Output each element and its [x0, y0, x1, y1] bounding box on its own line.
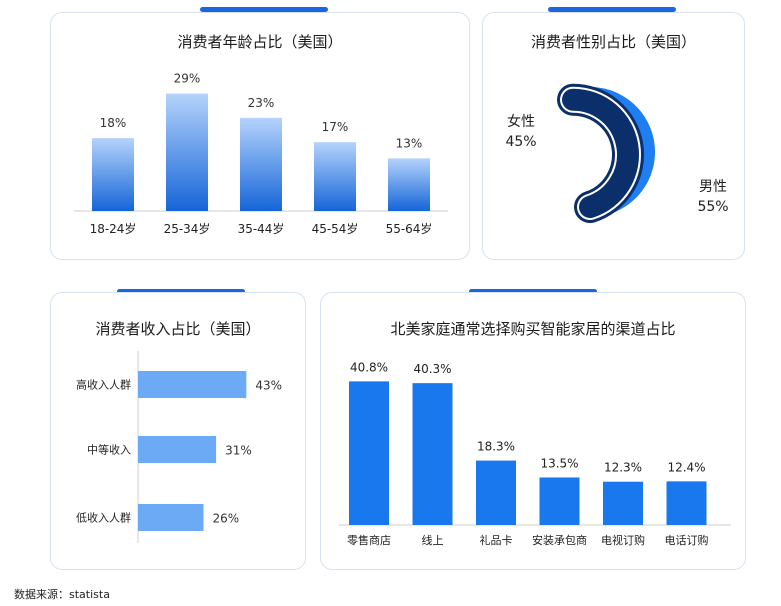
age-category-label: 18-24岁: [90, 221, 137, 236]
channel-data-label: 40.8%: [350, 360, 388, 374]
income-data-label: 26%: [213, 512, 240, 526]
age-category-label: 55-64岁: [386, 221, 433, 236]
gender-chart-card: 消费者性别占比（美国） 女性 45% 男性 55%: [482, 12, 745, 260]
age-bar: [314, 142, 356, 211]
channel-category-label: 电话订购: [665, 533, 709, 547]
age-category-label: 35-44岁: [238, 221, 285, 236]
channel-bar: [349, 381, 389, 525]
gender-chart: 女性 45% 男性 55%: [505, 83, 729, 223]
age-bar: [388, 158, 430, 211]
income-bar: [138, 436, 217, 463]
gender-value-male: 55%: [697, 199, 728, 215]
channel-data-label: 13.5%: [540, 456, 578, 470]
channel-bar: [603, 481, 643, 525]
age-data-label: 13%: [396, 136, 423, 150]
channel-data-label: 12.4%: [667, 460, 705, 474]
income-category-label: 高收入人群: [76, 378, 131, 392]
card-tab-income: [117, 289, 245, 294]
age-data-label: 23%: [248, 96, 275, 110]
channel-category-label: 电视订购: [601, 533, 645, 547]
age-chart-card: 消费者年龄占比（美国） 18% 18-24岁 29% 25-34岁 23% 35-44岁 1…: [50, 12, 470, 260]
channel-bar: [412, 383, 453, 525]
age-data-label: 18%: [100, 116, 127, 130]
gender-value-female: 45%: [505, 134, 536, 150]
gender-label-female: 女性: [507, 113, 535, 130]
channel-category-label: 线上: [422, 533, 444, 547]
age-chart-title: 消费者年龄占比（美国）: [177, 33, 343, 51]
channel-category-label: 安装承包商: [532, 533, 587, 547]
age-bar: [166, 93, 208, 211]
channel-category-label: 礼品卡: [480, 533, 513, 547]
income-data-label: 31%: [225, 444, 252, 458]
card-tab-channel: [469, 289, 597, 294]
gender-slice-female: [562, 88, 639, 218]
income-category-label: 低收入人群: [76, 511, 131, 525]
income-bar: [138, 504, 204, 531]
channel-bar: [476, 460, 516, 525]
income-bar: [138, 371, 247, 398]
channel-data-label: 40.3%: [413, 362, 451, 376]
gender-chart-title: 消费者性别占比（美国）: [530, 33, 696, 51]
gender-label-male: 男性: [699, 179, 727, 195]
channel-chart-title: 北美家庭通常选择购买智能家居的渠道占比: [390, 320, 676, 338]
age-bar: [240, 117, 282, 211]
income-chart: 高收入人群 43% 中等收入 31% 低收入人群 26%: [76, 351, 282, 543]
income-chart-card: 消费者收入占比（美国） 高收入人群 43% 中等收入 31% 低收入人群 26%: [50, 292, 306, 570]
age-data-label: 29%: [174, 72, 201, 86]
channel-category-label: 零售商店: [347, 533, 391, 547]
data-source: 数据来源：statista: [14, 588, 110, 601]
channel-data-label: 12.3%: [604, 461, 642, 475]
channel-chart: 40.8% 零售商店 40.3% 线上 18.3% 礼品卡 13.5% 安装承包商 12.3% 电…: [339, 360, 731, 547]
income-category-label: 中等收入: [87, 443, 131, 457]
age-data-label: 17%: [322, 120, 349, 134]
income-chart-title: 消费者收入占比（美国）: [95, 320, 261, 338]
channel-chart-card: 北美家庭通常选择购买智能家居的渠道占比 40.8% 零售商店 40.3% 线上 18.3…: [320, 292, 746, 570]
channel-bar: [539, 477, 580, 525]
channel-data-label: 18.3%: [477, 440, 515, 454]
age-category-label: 25-34岁: [164, 221, 211, 236]
age-chart: 18% 18-24岁 29% 25-34岁 23% 35-44岁 17% 45-54岁 13% 5…: [74, 72, 448, 236]
income-data-label: 43%: [255, 379, 282, 393]
channel-bar: [666, 481, 707, 525]
age-category-label: 45-54岁: [312, 221, 359, 236]
age-bar: [92, 138, 134, 211]
card-tab-age: [200, 7, 328, 12]
card-tab-gender: [548, 7, 676, 12]
